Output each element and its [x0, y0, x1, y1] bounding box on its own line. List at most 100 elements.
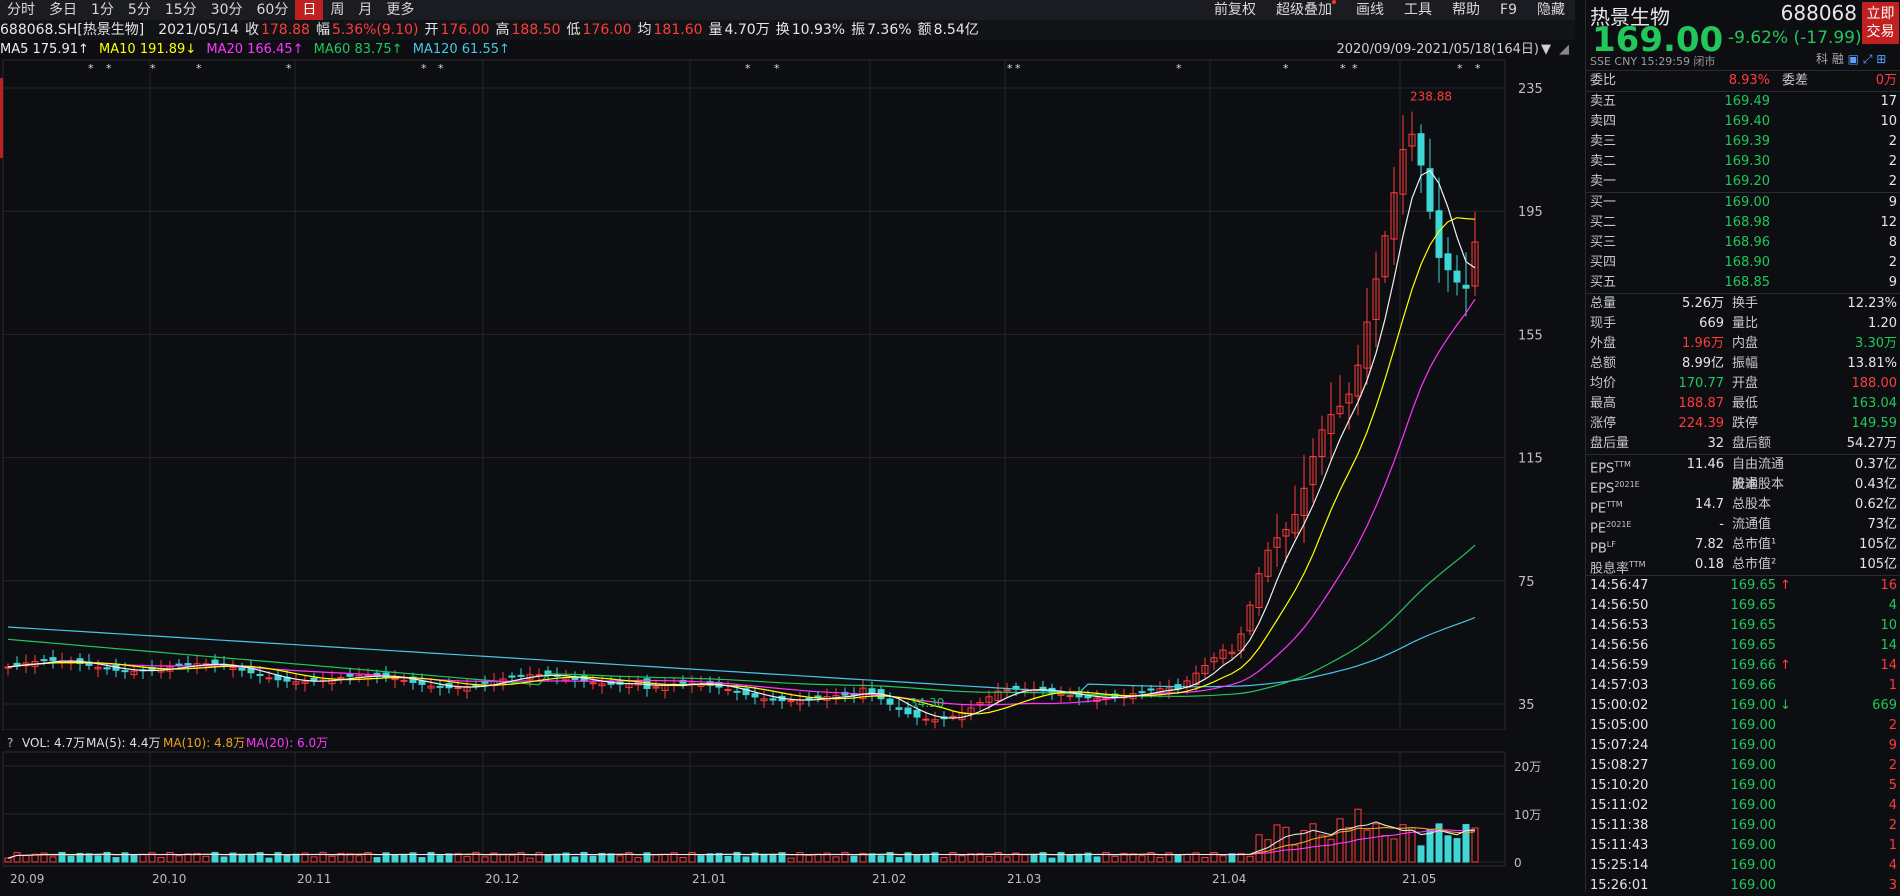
volume-bar [850, 855, 858, 863]
candle-body [121, 670, 129, 673]
ma10-legend[interactable]: MA10 191.89↓ [99, 42, 197, 57]
toolbar-item-5[interactable]: F9 [1500, 2, 1517, 18]
volume-bar [1147, 851, 1155, 863]
volume-bar [445, 853, 453, 863]
tick-arrow-icon [1776, 636, 1800, 656]
toolbar-item-1[interactable]: 超级叠加 [1266, 0, 1346, 20]
vol-label: 量 [708, 22, 723, 38]
volume-bar [130, 854, 138, 863]
ma20-legend[interactable]: MA20 166.45↑ [206, 42, 304, 57]
volume-bar [364, 851, 372, 863]
candle-body [1309, 455, 1317, 486]
tick-time: 15:08:27 [1590, 758, 1649, 773]
candle-body [769, 698, 777, 701]
period-tab-0[interactable]: 分时 [7, 2, 35, 18]
toolbar-item-3[interactable]: 工具 [1404, 2, 1433, 18]
tick-row: 15:05:00 169.00 2 [1586, 716, 1900, 736]
fund-label: 流通值 [1732, 517, 1772, 532]
volume-bar [751, 852, 759, 863]
tick-time: 15:07:24 [1590, 738, 1649, 753]
volume-bar [688, 851, 696, 863]
fund-value: - [1719, 517, 1724, 532]
ma120-legend[interactable]: MA120 61.55↑ [412, 42, 510, 57]
volume-bar [220, 856, 228, 863]
toolbar-item-6[interactable]: 隐藏 [1537, 2, 1565, 18]
candle-body [256, 673, 264, 676]
volume-bar [1246, 855, 1254, 863]
period-tab-5[interactable]: 30分 [210, 2, 243, 18]
period-tab-10[interactable]: 更多 [386, 2, 415, 18]
ma5-legend[interactable]: MA5 175.91↑ [0, 42, 89, 57]
candle-body [1435, 210, 1443, 258]
high-value: 188.50 [511, 22, 561, 38]
volume-bar [112, 857, 120, 863]
dropdown-triangle-icon[interactable]: ▼ [1541, 42, 1551, 57]
tick-price: 169.66 [1730, 658, 1777, 673]
candle-body [1390, 192, 1398, 240]
ask-volume: 2 [1888, 134, 1897, 149]
period-tab-6[interactable]: 60分 [256, 2, 289, 18]
bar-date: 2021/05/14 [158, 22, 239, 38]
period-tab-1[interactable]: 多日 [49, 2, 77, 18]
stat-label: 现手 [1590, 316, 1617, 331]
period-tab-3[interactable]: 5分 [127, 2, 151, 18]
stat-row: 均价 170.77 开盘 188.00 [1586, 374, 1900, 394]
candle-body [724, 688, 732, 691]
period-tab-7[interactable]: 日 [295, 0, 324, 20]
volume-bar [4, 857, 12, 863]
candle-body [1003, 689, 1011, 692]
stat-row: 总量 5.26万 换手 12.23% [1586, 294, 1900, 314]
ask-row: 卖二 169.30 2 [1586, 152, 1900, 172]
candle-body [1237, 633, 1245, 652]
candle-body [1444, 253, 1452, 271]
candle-body [760, 698, 768, 702]
candle-body [1246, 604, 1254, 632]
volume-bar [310, 856, 318, 863]
tick-arrow-icon [1776, 676, 1800, 696]
tick-row: 15:07:24 169.00 9 [1586, 736, 1900, 756]
volume-bar [103, 851, 111, 863]
volume-bar [1300, 829, 1308, 863]
tick-volume: 2 [1888, 718, 1897, 733]
add-icon[interactable]: ⊞ [1876, 52, 1887, 66]
event-star-icon: * [1015, 62, 1021, 75]
toolbar-item-0[interactable]: 前复权 [1214, 2, 1257, 18]
toolbar-item-2[interactable]: 画线 [1356, 2, 1385, 18]
volume-bar [967, 853, 975, 863]
weibi-row: 委比 8.93% 委差 0万 [1586, 70, 1900, 91]
period-toolbar: 分时 多日 1分 5分 15分 30分 60分日周月更多 前复权 超级叠加 画线 工具 帮助 F9 隐藏 [0, 0, 1575, 20]
volume-bar [238, 853, 246, 863]
volume-bar [454, 852, 462, 863]
volume-bar [976, 852, 984, 863]
candle-body [400, 679, 408, 682]
volume-bar [706, 853, 714, 863]
expand-icon[interactable]: ⤢ [1862, 52, 1873, 66]
tick-price: 169.00 [1730, 718, 1777, 733]
volume-bar [1012, 852, 1020, 863]
period-tab-9[interactable]: 月 [358, 2, 373, 18]
period-tab-4[interactable]: 15分 [164, 2, 197, 18]
volume-bar [1120, 852, 1128, 863]
period-tab-2[interactable]: 1分 [91, 2, 114, 18]
candle-body [679, 679, 687, 684]
volume-bar [760, 853, 768, 863]
tick-row: 14:56:50 169.65 4 [1586, 596, 1900, 616]
low-value: 176.00 [582, 22, 632, 38]
ma60-legend[interactable]: MA60 83.75↑ [313, 42, 403, 57]
volume-bar [1453, 838, 1461, 863]
edit-icon[interactable]: ▣ [1847, 52, 1859, 66]
trade-now-button[interactable]: 立即 交易 [1862, 2, 1899, 44]
panel-icon-group[interactable]: 科 融 ▣ ⤢ ⊞ [1816, 50, 1886, 67]
volume-bar [1174, 854, 1182, 863]
bid-volume: 9 [1888, 275, 1897, 290]
ask-volume: 2 [1888, 154, 1897, 169]
date-range[interactable]: 2020/09/09-2021/05/18(164日) ▼ ◢ [1336, 40, 1575, 60]
period-tab-8[interactable]: 周 [330, 2, 345, 18]
candle-body [292, 681, 300, 685]
volume-bar [598, 852, 606, 863]
ma120-line [7, 616, 1476, 694]
tick-price: 169.00 [1730, 878, 1777, 893]
toolbar-item-4[interactable]: 帮助 [1452, 2, 1481, 18]
volume-bar [1309, 823, 1317, 863]
